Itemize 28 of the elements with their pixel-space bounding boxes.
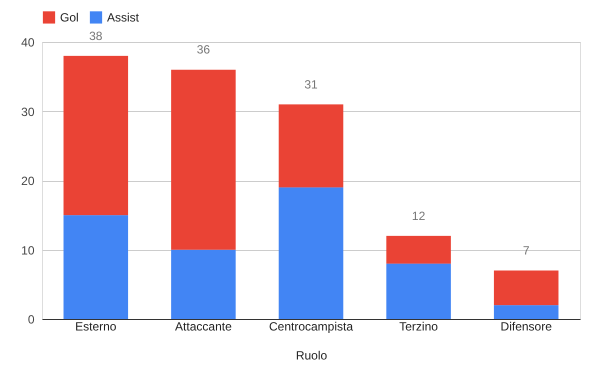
bar xyxy=(278,187,344,319)
bar xyxy=(171,70,236,250)
total-label: 38 xyxy=(89,28,103,43)
bar xyxy=(386,264,451,319)
x-tick-label: Centrocampista xyxy=(268,320,354,334)
y-tick-label: 40 xyxy=(21,36,35,50)
y-tick-label: 30 xyxy=(21,104,35,119)
x-tick-label: Terzino xyxy=(399,320,438,334)
x-tick-label: Attaccante xyxy=(175,320,232,334)
legend-label: Assist xyxy=(107,10,140,24)
x-tick-label: Difensore xyxy=(500,320,552,334)
bar xyxy=(494,305,558,319)
total-label: 36 xyxy=(196,42,210,57)
total-label: 12 xyxy=(412,208,426,223)
y-tick-label: 20 xyxy=(21,174,35,188)
y-tick-label: 10 xyxy=(21,243,35,258)
total-label: 31 xyxy=(304,77,318,92)
bar xyxy=(494,270,558,306)
x-tick-label: Esterno xyxy=(75,320,117,334)
y-tick-label: 0 xyxy=(28,312,35,326)
x-axis-title: Ruolo xyxy=(296,348,328,362)
bar xyxy=(64,56,128,216)
bar xyxy=(386,236,451,264)
legend-label: Gol xyxy=(60,10,79,24)
bar xyxy=(64,215,128,319)
bar xyxy=(171,250,236,319)
total-label: 7 xyxy=(522,244,530,258)
bar xyxy=(278,104,344,188)
